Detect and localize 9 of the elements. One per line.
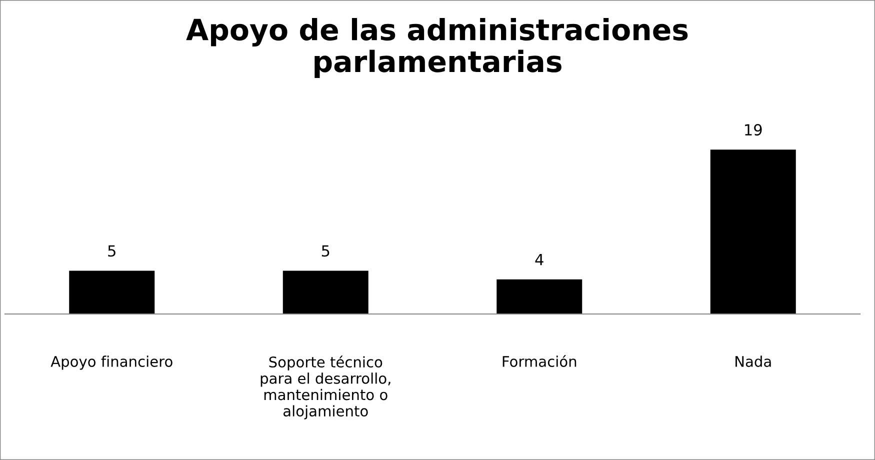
x-tick-label: Formación	[502, 355, 576, 367]
x-tick-label: Nada	[736, 356, 771, 367]
data-label: 19	[745, 124, 762, 136]
x-tick-label: Soporte técnico para el desarrollo, mantenimiento o alojamiento	[260, 356, 390, 420]
data-label: 5	[322, 245, 330, 257]
chart-title: Apoyo de las administraciones parlamentarias	[186, 18, 688, 78]
x-tick-label: Apoyo financiero	[50, 356, 172, 370]
data-label: 4	[535, 254, 544, 266]
data-label: 5	[108, 245, 116, 257]
